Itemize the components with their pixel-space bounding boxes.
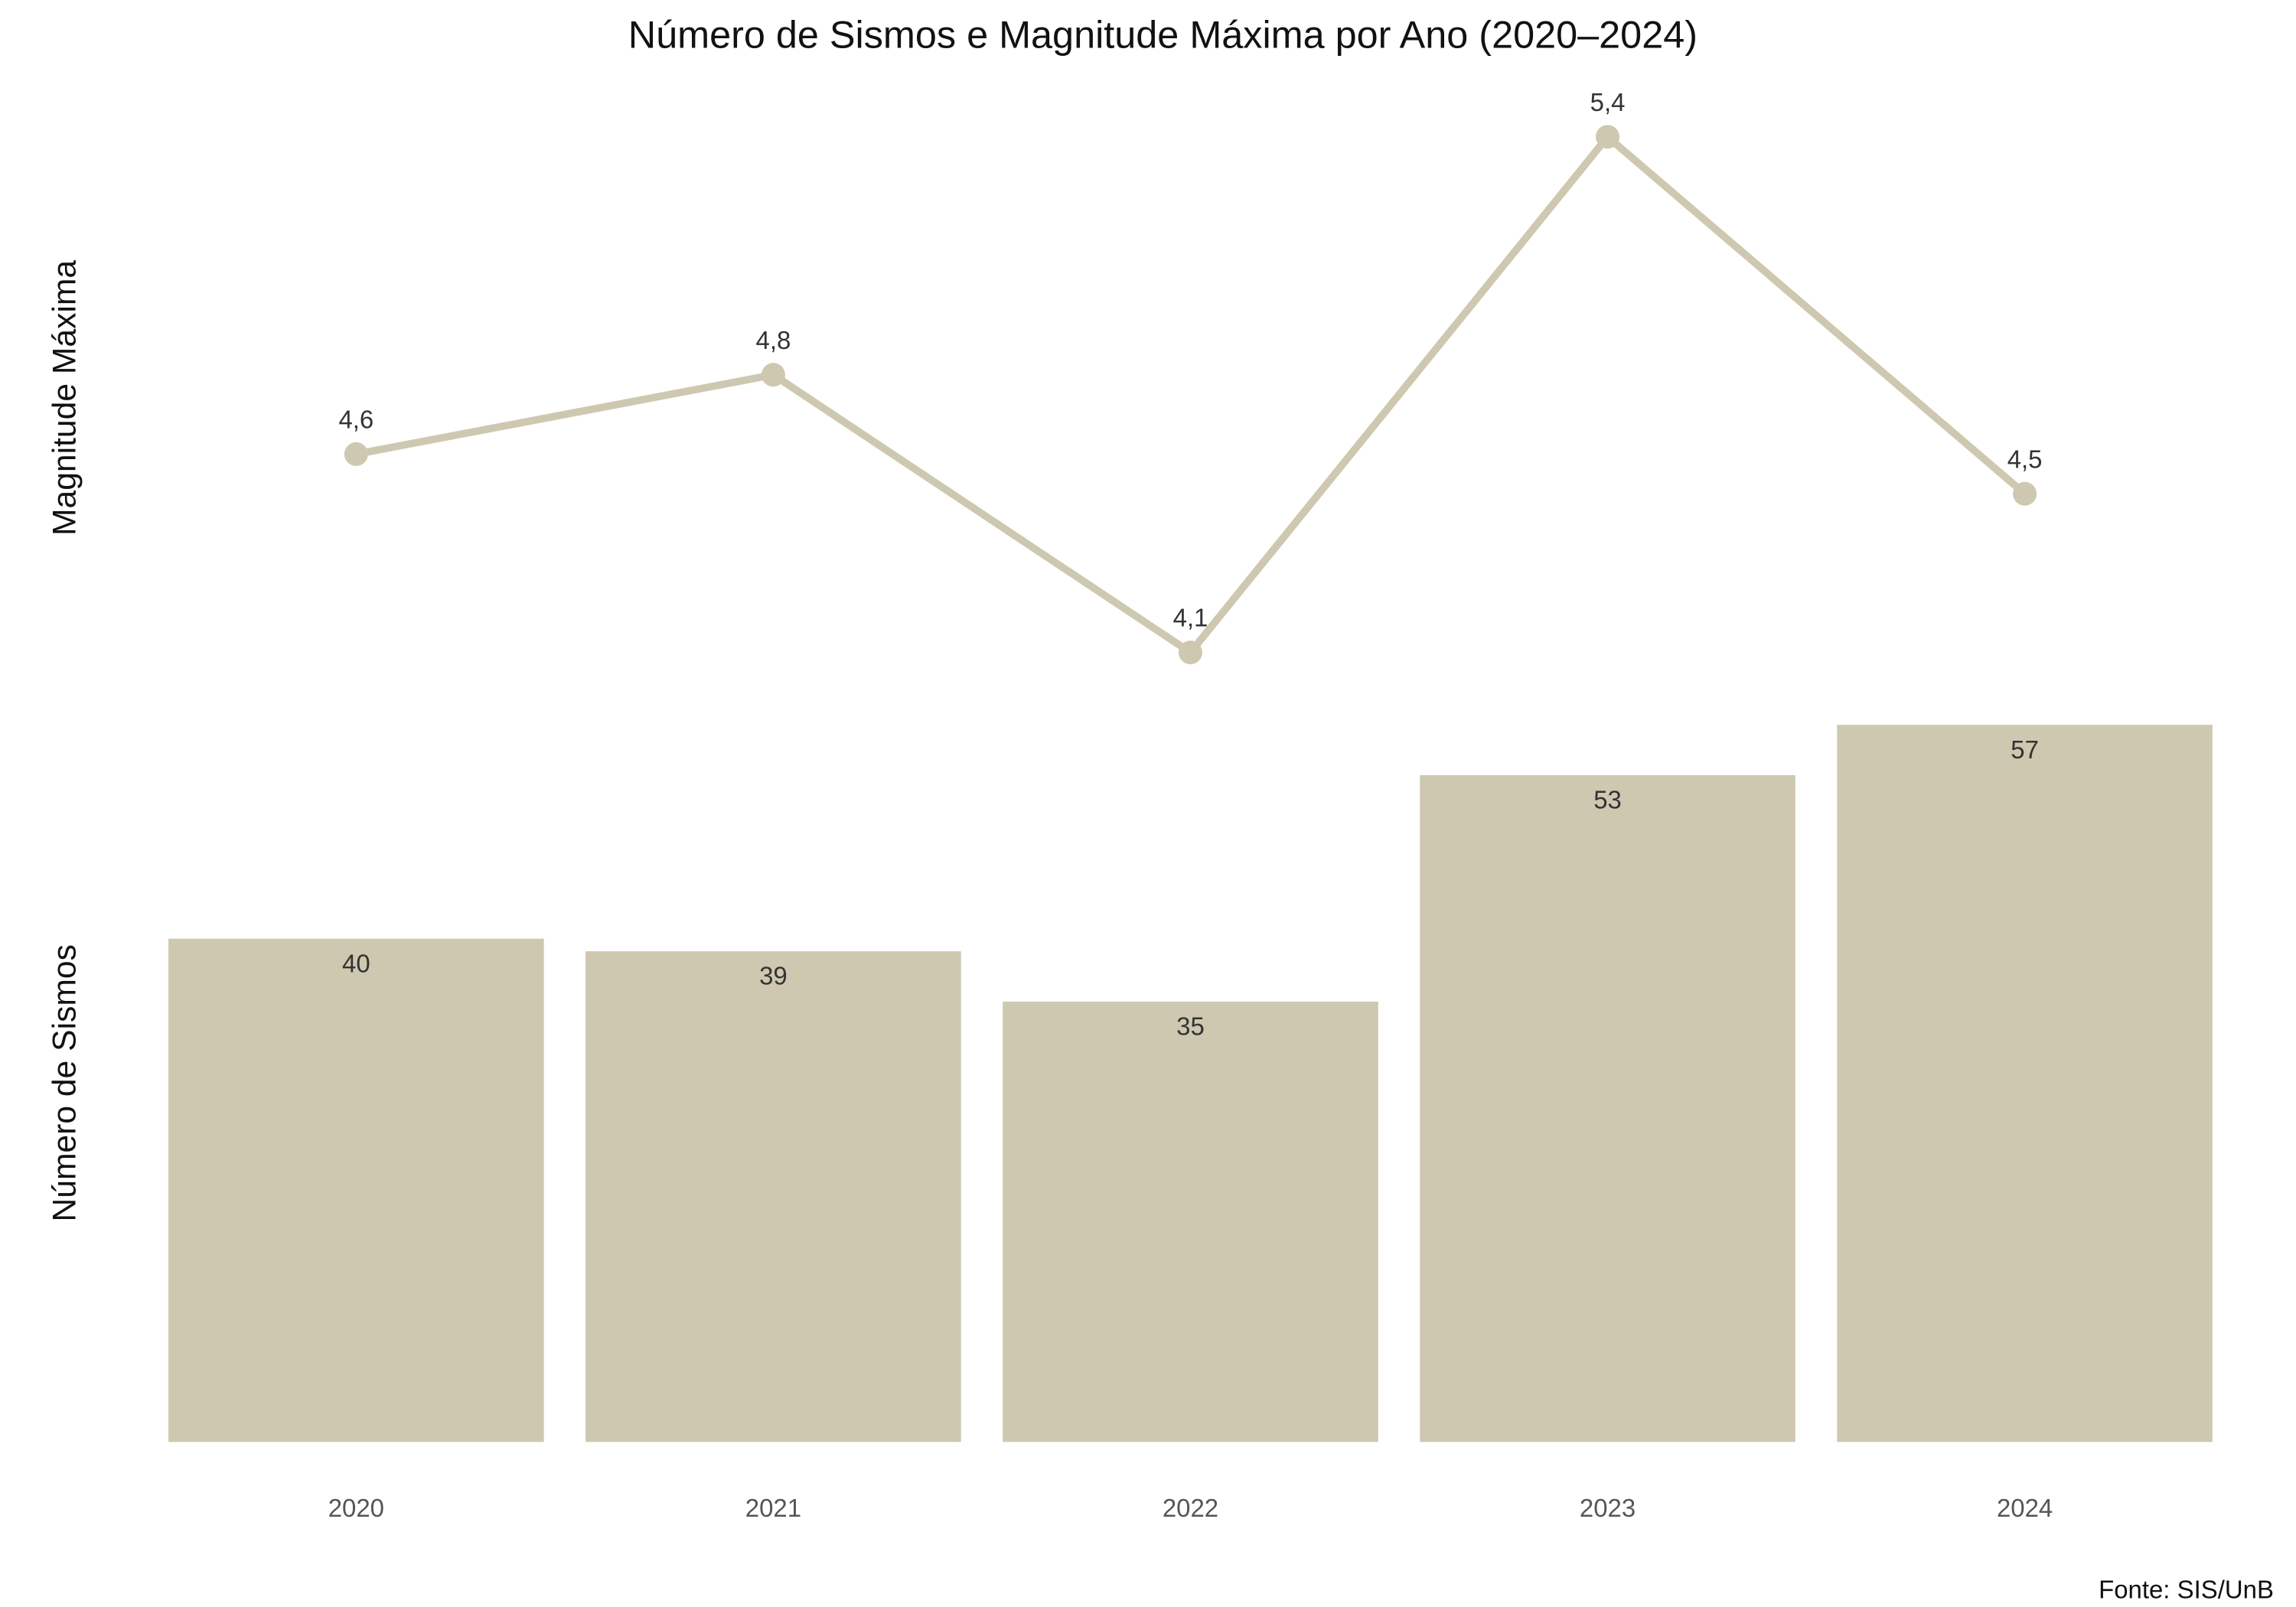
data-label: 4,6 <box>338 406 373 434</box>
bar <box>1003 1001 1378 1442</box>
point <box>1596 125 1620 149</box>
point <box>344 442 368 466</box>
y-axis-label: Magnitude Máxima <box>46 260 83 536</box>
data-label: 4,1 <box>1173 604 1208 632</box>
x-tick-label: 2024 <box>1997 1494 2053 1522</box>
data-label: 53 <box>1593 786 1622 814</box>
point <box>1178 641 1202 665</box>
bar <box>585 951 961 1442</box>
y-axis-label: Número de Sismos <box>46 944 83 1221</box>
bar <box>1420 774 1795 1442</box>
data-label: 40 <box>342 949 370 977</box>
bar <box>1837 725 2213 1442</box>
point <box>2013 481 2037 506</box>
bar <box>168 938 544 1442</box>
line <box>355 132 2027 657</box>
x-tick-label: 2020 <box>328 1494 384 1522</box>
source-note: Fonte: SIS/UnB <box>2099 1576 2274 1604</box>
x-tick-label: 2023 <box>1580 1494 1636 1522</box>
data-label: 57 <box>2011 735 2039 764</box>
data-label: 35 <box>1176 1012 1205 1040</box>
data-label: 39 <box>759 962 788 990</box>
point <box>761 363 785 387</box>
data-label: 5,4 <box>1590 88 1626 116</box>
data-label: 4,5 <box>2007 445 2043 473</box>
x-tick-label: 2022 <box>1163 1494 1218 1522</box>
data-label: 4,8 <box>756 326 791 354</box>
x-tick-label: 2021 <box>745 1494 801 1522</box>
chart-title: Número de Sismos e Magnitude Máxima por … <box>628 12 1698 56</box>
